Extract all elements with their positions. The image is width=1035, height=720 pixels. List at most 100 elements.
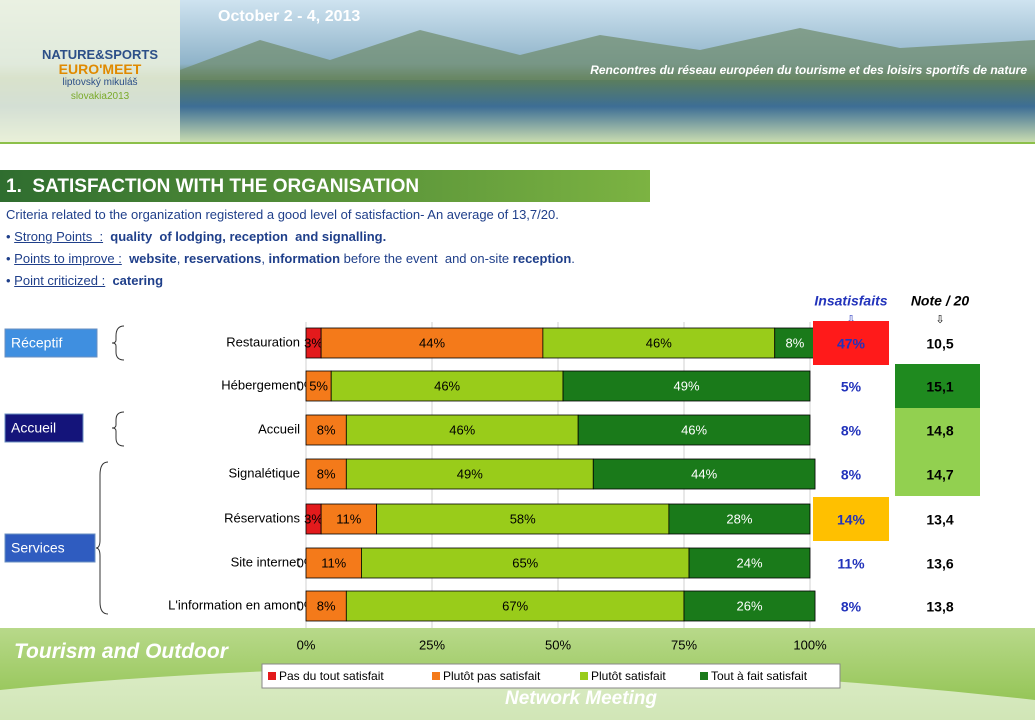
bullet-text: reception	[512, 251, 572, 266]
bullet-text: before the event and on-site	[340, 251, 513, 266]
cell-text: 11%	[837, 556, 865, 572]
group-label: Accueil	[11, 420, 56, 436]
data-label: 11%	[336, 511, 361, 526]
data-label: 3%	[304, 511, 323, 526]
cell-text: 47%	[837, 336, 866, 352]
bullet-text: information	[268, 251, 341, 266]
logo-text: NATURE&SPORTS	[41, 47, 159, 62]
cell-text: 8%	[841, 599, 862, 615]
cell-text: 13,6	[926, 556, 953, 572]
bar-segment	[330, 370, 564, 402]
y-tick-label: Hébergement	[221, 377, 300, 392]
x-tick-label: 100%	[793, 637, 827, 652]
y-tick-label: L'information en amont	[168, 597, 300, 612]
data-label: 49%	[457, 466, 483, 481]
column-header: Note / 20	[911, 293, 970, 309]
bar-segment	[305, 547, 362, 579]
bar-segment	[668, 503, 811, 535]
bar-segment	[774, 327, 816, 359]
group-brace	[95, 461, 109, 615]
section-title: 1. SATISFACTION WITH THE ORGANISATION	[6, 176, 420, 197]
bar-segment	[683, 590, 816, 622]
logo-text: slovakia2013	[70, 91, 130, 102]
x-tick-label: 0%	[297, 637, 316, 652]
bullet-text: ,	[261, 251, 269, 266]
group-label: Réceptif	[11, 335, 62, 351]
data-label: 58%	[510, 511, 536, 526]
footer-text: Tourism and Outdoor	[14, 640, 228, 663]
bullet-text: ,	[176, 251, 184, 266]
intro: Criteria related to the organization reg…	[6, 207, 559, 222]
bar-segment	[320, 327, 544, 359]
cell-bg	[895, 408, 980, 452]
cell-text: 14,7	[926, 467, 953, 483]
bullet-text: .	[571, 251, 575, 266]
bar-segment	[345, 414, 579, 446]
logo: NATURE&SPORTS EURO'MEET liptovský mikulá…	[20, 48, 180, 104]
data-label: 11%	[321, 555, 346, 570]
group-brace	[111, 325, 125, 361]
x-tick-label: 75%	[671, 637, 697, 652]
data-label: 8%	[785, 335, 804, 350]
legend-label: Plutôt satisfait	[591, 669, 666, 683]
bar-segment	[345, 590, 685, 622]
group-box	[4, 413, 84, 443]
bar-segment	[305, 458, 347, 490]
data-label: 65%	[512, 555, 538, 570]
bullet: • Strong Points : quality of lodging, re…	[6, 229, 387, 244]
cell-text: 8%	[841, 467, 862, 483]
bar-segment	[320, 503, 377, 535]
y-tick-label: Accueil	[258, 421, 300, 436]
y-tick-label: Site internet	[231, 554, 301, 569]
data-label: 46%	[434, 378, 460, 393]
data-label: 44%	[419, 335, 445, 350]
data-label: 8%	[317, 422, 336, 437]
bullet-label: Strong Points :	[14, 229, 104, 244]
data-label: 49%	[674, 378, 700, 393]
bullet: • Points to improve : website, reservati…	[6, 251, 575, 266]
y-tick-label: Signalétique	[228, 465, 300, 480]
logo-text: liptovský mikuláš	[62, 77, 138, 88]
bar-segment	[542, 327, 776, 359]
bullet-label: Point criticized :	[14, 273, 106, 288]
y-tick-label: Restauration	[226, 334, 300, 349]
bullet-text: reservations	[183, 251, 262, 266]
data-label: 3%	[304, 335, 323, 350]
logo-text: EURO'MEET	[58, 61, 142, 77]
bar-segment	[376, 503, 670, 535]
cell-text: 14,8	[926, 423, 953, 439]
bar-segment	[305, 414, 347, 446]
column-arrow: ⇩	[935, 314, 944, 326]
legend-label: Pas du tout satisfait	[279, 669, 384, 683]
legend-label: Tout à fait satisfait	[711, 669, 808, 683]
x-tick-label: 25%	[419, 637, 445, 652]
tagline: Rencontres du réseau européen du tourism…	[590, 63, 1027, 77]
group-box	[4, 328, 98, 358]
legend-swatch	[580, 672, 588, 680]
data-label: 67%	[502, 598, 528, 613]
data-label: 46%	[449, 422, 475, 437]
data-label: 8%	[317, 466, 336, 481]
bullet-text: quality of lodging, reception and signal…	[110, 229, 387, 244]
data-label: 46%	[681, 422, 707, 437]
cell-text: 15,1	[926, 379, 953, 395]
bar-segment	[688, 547, 811, 579]
group-label: Services	[11, 540, 65, 556]
cell-bg	[895, 364, 980, 408]
bar-segment	[305, 370, 332, 402]
bar-segment	[305, 590, 347, 622]
data-label: 24%	[737, 555, 763, 570]
event-date: October 2 - 4, 2013	[218, 8, 361, 25]
data-label: 28%	[726, 511, 752, 526]
legend-swatch	[268, 672, 276, 680]
legend-label: Plutôt pas satisfait	[443, 669, 541, 683]
x-tick-label: 50%	[545, 637, 571, 652]
data-label: 26%	[737, 598, 763, 613]
legend-swatch	[700, 672, 708, 680]
section-title-bar	[0, 170, 650, 202]
column-arrow: ⇩	[846, 314, 855, 326]
bar-segment	[361, 547, 690, 579]
bullet-text: website	[129, 251, 177, 266]
